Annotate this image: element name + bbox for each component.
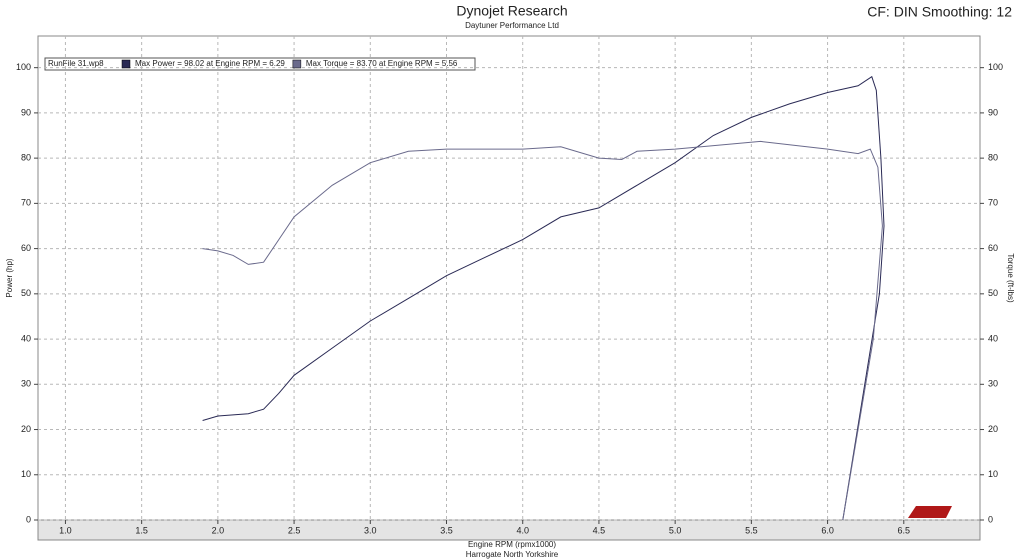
y-tick-label: 80 — [21, 153, 31, 163]
y-tick-label: 70 — [21, 198, 31, 208]
x-tick-label: 6.5 — [898, 525, 911, 535]
chart-title: Dynojet Research — [456, 3, 567, 19]
y2-tick-label: 10 — [988, 469, 998, 479]
legend-swatch — [121, 59, 131, 69]
x-axis-band — [37, 519, 981, 541]
y2-tick-label: 20 — [988, 424, 998, 434]
x-tick-label: 5.5 — [745, 525, 758, 535]
series-line — [202, 140, 883, 521]
x-tick-label: 6.0 — [821, 525, 834, 535]
y2-tick-label: 60 — [988, 243, 998, 253]
x-tick-label: 3.0 — [364, 525, 377, 535]
y-tick-label: 20 — [21, 424, 31, 434]
y2-tick-label: 70 — [988, 198, 998, 208]
y2-tick-label: 100 — [988, 62, 1003, 72]
legend-run-file: RunFile 31.wp8 — [48, 59, 104, 68]
x-tick-label: 2.0 — [212, 525, 225, 535]
x-tick-label: 4.0 — [516, 525, 529, 535]
x-tick-label: 2.5 — [288, 525, 301, 535]
chart-subtitle: Daytuner Performance Ltd — [465, 21, 559, 30]
y-tick-label: 50 — [21, 288, 31, 298]
x-tick-label: 1.0 — [59, 525, 72, 535]
y-tick-label: 90 — [21, 107, 31, 117]
footer: Harrogate North Yorkshire — [466, 550, 559, 559]
y-tick-label: 30 — [21, 379, 31, 389]
legend-label: Max Torque = 83.70 at Engine RPM = 5.56 — [306, 59, 458, 68]
x-tick-label: 3.5 — [440, 525, 453, 535]
y2-axis-label: Torque (ft-lbs) — [1006, 253, 1015, 303]
y-tick-label: 40 — [21, 333, 31, 343]
y2-tick-label: 50 — [988, 288, 998, 298]
y-axis-label: Power (hp) — [5, 258, 14, 297]
x-tick-label: 1.5 — [135, 525, 148, 535]
legend-label: Max Power = 98.02 at Engine RPM = 6.29 — [135, 59, 285, 68]
legend-box — [44, 57, 476, 71]
x-axis-label: Engine RPM (rpmx1000) — [468, 540, 556, 549]
y2-tick-label: 30 — [988, 379, 998, 389]
y2-tick-label: 80 — [988, 153, 998, 163]
series-line — [202, 75, 885, 521]
y-tick-label: 10 — [21, 469, 31, 479]
y2-tick-label: 0 — [988, 514, 993, 524]
x-tick-label: 4.5 — [593, 525, 606, 535]
corner-text: CF: DIN Smoothing: 12 — [867, 4, 1012, 20]
y2-tick-label: 40 — [988, 333, 998, 343]
y2-tick-label: 90 — [988, 107, 998, 117]
y-tick-label: 0 — [26, 514, 31, 524]
y-tick-label: 60 — [21, 243, 31, 253]
logo — [908, 506, 952, 518]
y-tick-label: 100 — [16, 62, 31, 72]
x-tick-label: 5.0 — [669, 525, 682, 535]
legend-swatch — [292, 59, 302, 69]
plot-area — [37, 35, 981, 521]
